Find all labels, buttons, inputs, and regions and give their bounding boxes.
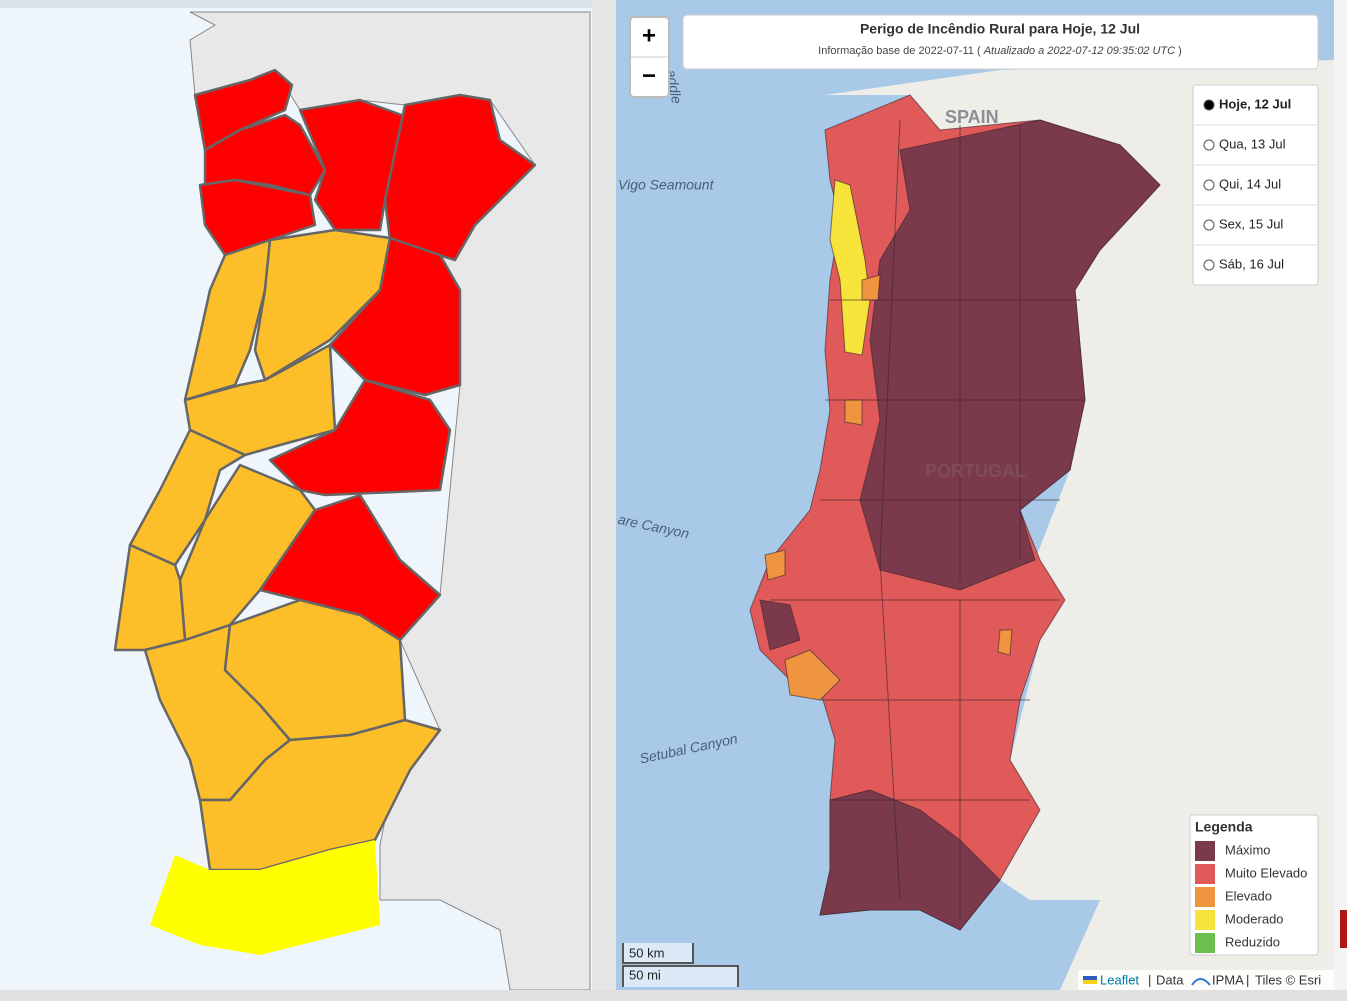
- right-edge: [1334, 0, 1347, 1001]
- legend: Legenda Máximo Muito Elevado Elevado Modera…: [1189, 814, 1319, 956]
- divider: [592, 0, 616, 1001]
- day-radio[interactable]: [1203, 219, 1215, 231]
- bottom-bar: [0, 990, 1347, 1001]
- legend-label: Muito Elevado: [1225, 865, 1307, 880]
- edge-mark: [1340, 910, 1347, 948]
- legend-label: Moderado: [1225, 911, 1284, 926]
- zoom-control: + −: [629, 16, 670, 98]
- legend-swatch: [1195, 887, 1215, 907]
- attribution: Leaflet | Data IPMA | Tiles © Esri: [1083, 972, 1321, 987]
- day-radio[interactable]: [1203, 139, 1215, 151]
- legend-label: Reduzido: [1225, 934, 1280, 949]
- legend-box: [1189, 814, 1319, 956]
- legend-swatch: [1195, 841, 1215, 861]
- zoom-in[interactable]: +: [642, 22, 656, 49]
- attribution-link[interactable]: Leaflet: [1100, 972, 1139, 987]
- portugal-regions: [749, 94, 1161, 931]
- left-top-bar: [0, 0, 592, 8]
- day-option[interactable]: Qua, 13 Jul: [1219, 136, 1286, 151]
- attribution-text: Data: [1156, 972, 1184, 987]
- districts: [113, 68, 537, 955]
- legend-swatch: [1195, 910, 1215, 930]
- attribution-text: IPMA: [1212, 972, 1244, 987]
- map-subtitle: Informação base de 2022-07-11 ( Atualiza…: [818, 45, 1182, 57]
- map-title: Perigo de Incêndio Rural para Hoje, 12 J…: [860, 21, 1140, 37]
- title-box: [682, 14, 1319, 70]
- map-label: SPAIN: [945, 107, 999, 127]
- day-option[interactable]: Sex, 15 Jul: [1219, 216, 1283, 231]
- attribution-text: Tiles © Esri: [1255, 972, 1321, 987]
- zoom-out[interactable]: −: [642, 62, 656, 89]
- legend-label: Elevado: [1225, 888, 1272, 903]
- scale-km: 50 km: [629, 945, 664, 960]
- day-option[interactable]: Hoje, 12 Jul: [1219, 96, 1291, 111]
- scale: 50 km 50 mi: [622, 943, 739, 987]
- day-selector: Hoje, 12 Jul Qua, 13 Jul Qui, 14 Jul Sex, 1…: [1192, 84, 1319, 286]
- map-label: Vigo Seamount: [618, 177, 715, 193]
- attribution-sep: |: [1246, 972, 1249, 987]
- map-label: PORTUGAL: [925, 461, 1026, 481]
- legend-title: Legenda: [1195, 819, 1253, 835]
- legend-swatch: [1195, 933, 1215, 953]
- day-radio[interactable]: [1203, 179, 1215, 191]
- attribution-sep: |: [1148, 972, 1151, 987]
- spain-land: [825, 60, 1334, 990]
- legend-label: Máximo: [1225, 842, 1271, 857]
- scale-mi: 50 mi: [629, 967, 661, 982]
- legend-swatch: [1195, 864, 1215, 884]
- day-radio[interactable]: [1203, 99, 1215, 111]
- day-box: [1192, 84, 1319, 286]
- day-option[interactable]: Sáb, 16 Jul: [1219, 256, 1284, 271]
- day-option[interactable]: Qui, 14 Jul: [1219, 176, 1281, 191]
- day-radio[interactable]: [1203, 259, 1215, 271]
